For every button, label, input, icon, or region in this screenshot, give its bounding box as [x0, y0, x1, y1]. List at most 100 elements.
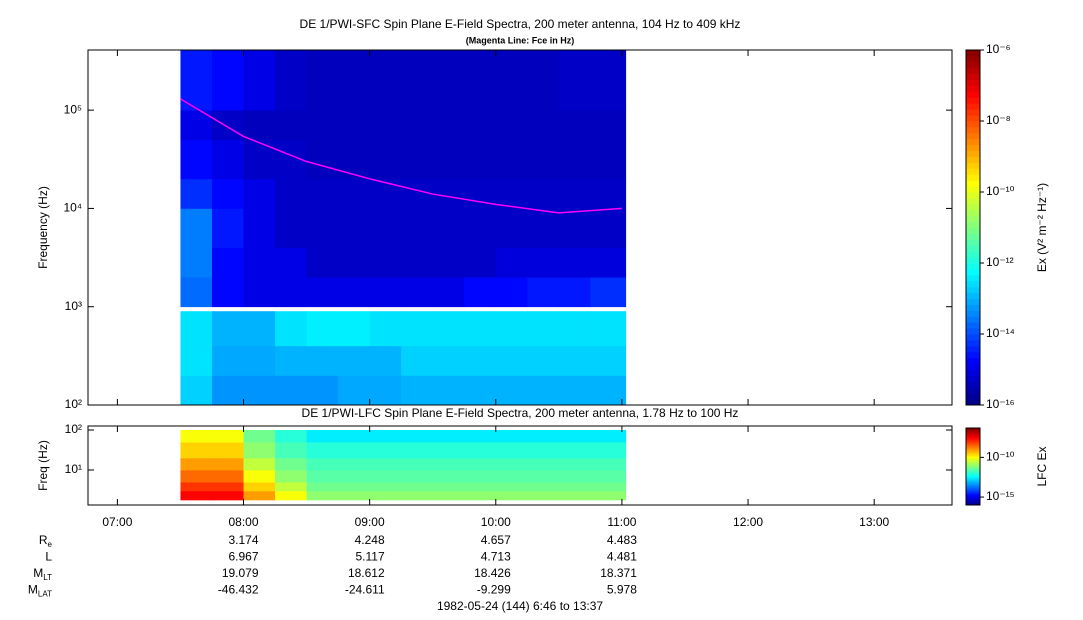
- colorbar-step: [966, 461, 980, 464]
- colorbar-step: [966, 174, 980, 181]
- colorbar-tick-label: 10⁻¹⁶: [986, 397, 1015, 411]
- spectrogram-cell: [495, 345, 528, 376]
- colorbar-frame: [965, 427, 981, 506]
- y-axis-label: Freq (Hz): [36, 440, 50, 491]
- colorbar-step: [966, 298, 980, 305]
- spectrogram-cell: [243, 482, 276, 492]
- spectrogram-cell: [495, 457, 528, 471]
- spectrogram-cell: [432, 277, 465, 308]
- colorbar-step: [966, 227, 980, 234]
- ephemeris-name: MLT: [33, 566, 52, 582]
- colorbar-step: [966, 431, 980, 434]
- colorbar-step: [966, 438, 980, 441]
- spectrogram-cell: [211, 311, 244, 347]
- spectrogram-cell: [338, 469, 371, 483]
- colorbar-step: [966, 492, 980, 494]
- colorbar-step: [966, 144, 980, 152]
- ephemeris-value: 5.117: [356, 550, 385, 564]
- x-tick-label: 09:00: [355, 515, 385, 529]
- spectrogram-cell: [306, 457, 339, 471]
- ephemeris-value: 4.483: [607, 533, 637, 547]
- spectrogram-cell: [464, 50, 497, 111]
- colorbar-step: [966, 286, 980, 294]
- colorbar-step: [966, 440, 980, 443]
- spectrogram-cell: [401, 139, 434, 180]
- spectrogram-cell: [243, 457, 276, 471]
- spectrogram-cell: [243, 110, 276, 141]
- colorbar-step: [966, 280, 980, 288]
- colorbar-label: Ex (V² m⁻² Hz⁻¹): [1035, 183, 1049, 272]
- spectrogram-cell: [527, 247, 560, 278]
- colorbar-step: [966, 61, 980, 69]
- spectrogram-cell: [432, 442, 465, 459]
- spectrogram-cell: [590, 457, 627, 471]
- colorbar-step: [966, 55, 980, 63]
- spectrogram-cell: [590, 375, 627, 406]
- spectrogram-cell: [243, 208, 276, 248]
- spectrogram-cell: [180, 50, 213, 111]
- y-axis-label: Frequency (Hz): [36, 186, 50, 269]
- y-tick-label: 10³: [65, 299, 82, 313]
- colorbar-step: [966, 79, 980, 86]
- colorbar-tick-label: 10⁻¹²: [986, 255, 1014, 269]
- spectrogram-cell: [211, 469, 244, 483]
- spectrogram-cell: [401, 50, 434, 111]
- colorbar-step: [966, 469, 980, 471]
- colorbar-step: [966, 132, 980, 140]
- ephemeris-value: -24.611: [345, 583, 385, 597]
- spectrogram-cell: [558, 490, 591, 501]
- spectrogram-cell: [590, 139, 627, 180]
- spectrogram-cell: [401, 457, 434, 471]
- ephemeris-name-sub: e: [48, 540, 53, 549]
- fce-line: [180, 98, 622, 214]
- spectrogram-cell: [558, 139, 591, 180]
- spectrogram-cell: [211, 110, 244, 141]
- spectrogram-cell: [432, 247, 465, 278]
- spectrogram-cell: [306, 311, 339, 347]
- spectrogram-cell: [401, 277, 434, 308]
- spectrogram-cell: [306, 345, 339, 376]
- y-tick-label: 10⁵: [64, 102, 82, 116]
- spectrogram-cell: [243, 345, 276, 376]
- spectrogram-cell: [495, 139, 528, 180]
- spectrogram-cell: [369, 457, 402, 471]
- colorbar-step: [966, 485, 980, 488]
- colorbar-step: [966, 452, 980, 455]
- colorbar-step: [966, 150, 980, 157]
- spectrogram-cell: [558, 345, 591, 376]
- spectrogram-cell: [464, 277, 497, 308]
- colorbar-step: [966, 257, 980, 264]
- spectrogram-cell: [369, 247, 402, 278]
- spectrogram-cell: [369, 442, 402, 459]
- colorbar-step: [966, 502, 980, 505]
- spectrogram-cell: [211, 178, 244, 209]
- spectrogram-cell: [243, 442, 276, 459]
- spectrogram-cell: [369, 345, 402, 376]
- spectrogram-cell: [306, 208, 339, 248]
- colorbar-step: [966, 115, 980, 122]
- colorbar-step: [966, 162, 980, 169]
- spectrogram-cell: [306, 430, 339, 443]
- spectrogram-cell: [590, 311, 627, 347]
- spectrogram-cell: [369, 482, 402, 492]
- colorbar-step: [966, 442, 980, 444]
- colorbar-step: [966, 443, 980, 446]
- colorbar-step: [966, 126, 980, 134]
- spectrogram-cell: [495, 208, 528, 248]
- spectrogram-cell: [527, 469, 560, 483]
- colorbar-step: [966, 471, 980, 474]
- colorbar-step: [966, 457, 980, 460]
- colorbar-step: [966, 435, 980, 438]
- spectrogram-cell: [401, 430, 434, 443]
- colorbar-step: [966, 209, 980, 217]
- spectrogram-cell: [180, 208, 213, 248]
- spectrogram-cell: [180, 442, 213, 459]
- spectrogram-cell: [338, 375, 371, 406]
- spectrogram-cell: [306, 490, 339, 501]
- colorbar-step: [966, 453, 980, 456]
- spectrogram-cell: [338, 457, 371, 471]
- spectrogram-cell: [590, 345, 627, 376]
- spectrogram-cell: [369, 375, 402, 406]
- colorbar-step: [966, 215, 980, 223]
- spectrogram-cell: [275, 208, 307, 248]
